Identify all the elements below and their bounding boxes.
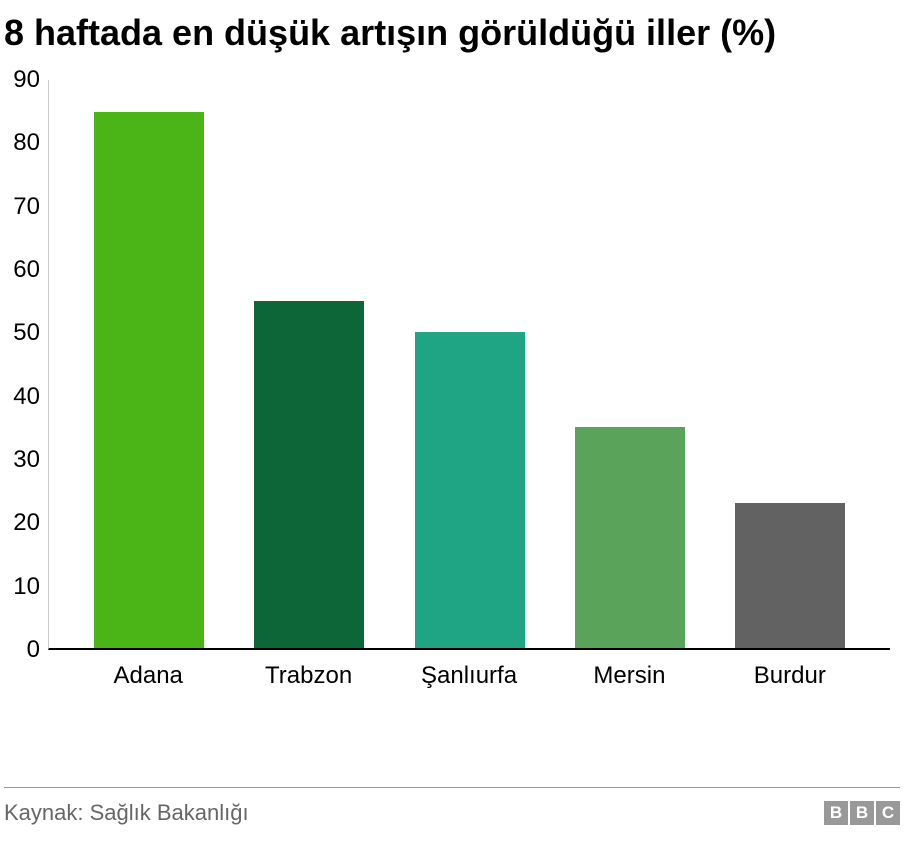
bar-wrapper [69, 80, 229, 648]
y-tick-label: 80 [13, 129, 40, 157]
plot-area [48, 80, 890, 650]
y-tick-label: 0 [27, 636, 40, 664]
y-tick-label: 20 [13, 509, 40, 537]
y-tick-label: 90 [13, 66, 40, 94]
y-tick-label: 30 [13, 446, 40, 474]
x-axis-label: Adana [68, 650, 228, 690]
chart-title: 8 haftada en düşük artışın görüldüğü ill… [0, 10, 910, 55]
bar [94, 112, 204, 648]
x-axis-label: Mersin [549, 650, 709, 690]
y-tick-label: 10 [13, 573, 40, 601]
y-tick-label: 40 [13, 383, 40, 411]
bar-wrapper [389, 80, 549, 648]
bar-wrapper [229, 80, 389, 648]
bbc-logo-box: B [850, 801, 874, 825]
x-axis-label: Trabzon [228, 650, 388, 690]
x-axis-label: Burdur [710, 650, 870, 690]
y-tick-label: 70 [13, 193, 40, 221]
bar-wrapper [710, 80, 870, 648]
bbc-logo-box: B [824, 801, 848, 825]
bar [254, 301, 364, 648]
chart-area: 0102030405060708090 AdanaTrabzonŞanlıurf… [0, 80, 890, 690]
bar [415, 332, 525, 648]
chart-container: 8 haftada en düşük artışın görüldüğü ill… [0, 0, 920, 844]
bbc-logo-box: C [876, 801, 900, 825]
y-tick-label: 50 [13, 319, 40, 347]
x-axis-labels: AdanaTrabzonŞanlıurfaMersinBurdur [48, 650, 890, 690]
y-tick-label: 60 [13, 256, 40, 284]
y-axis: 0102030405060708090 [0, 80, 48, 650]
bar [735, 503, 845, 648]
bar [575, 427, 685, 648]
bbc-logo: BBC [824, 801, 900, 825]
chart-footer: Kaynak: Sağlık Bakanlığı BBC [4, 787, 900, 826]
bars-group [49, 80, 890, 648]
source-text: Kaynak: Sağlık Bakanlığı [4, 800, 249, 826]
x-axis-label: Şanlıurfa [389, 650, 549, 690]
bar-wrapper [550, 80, 710, 648]
